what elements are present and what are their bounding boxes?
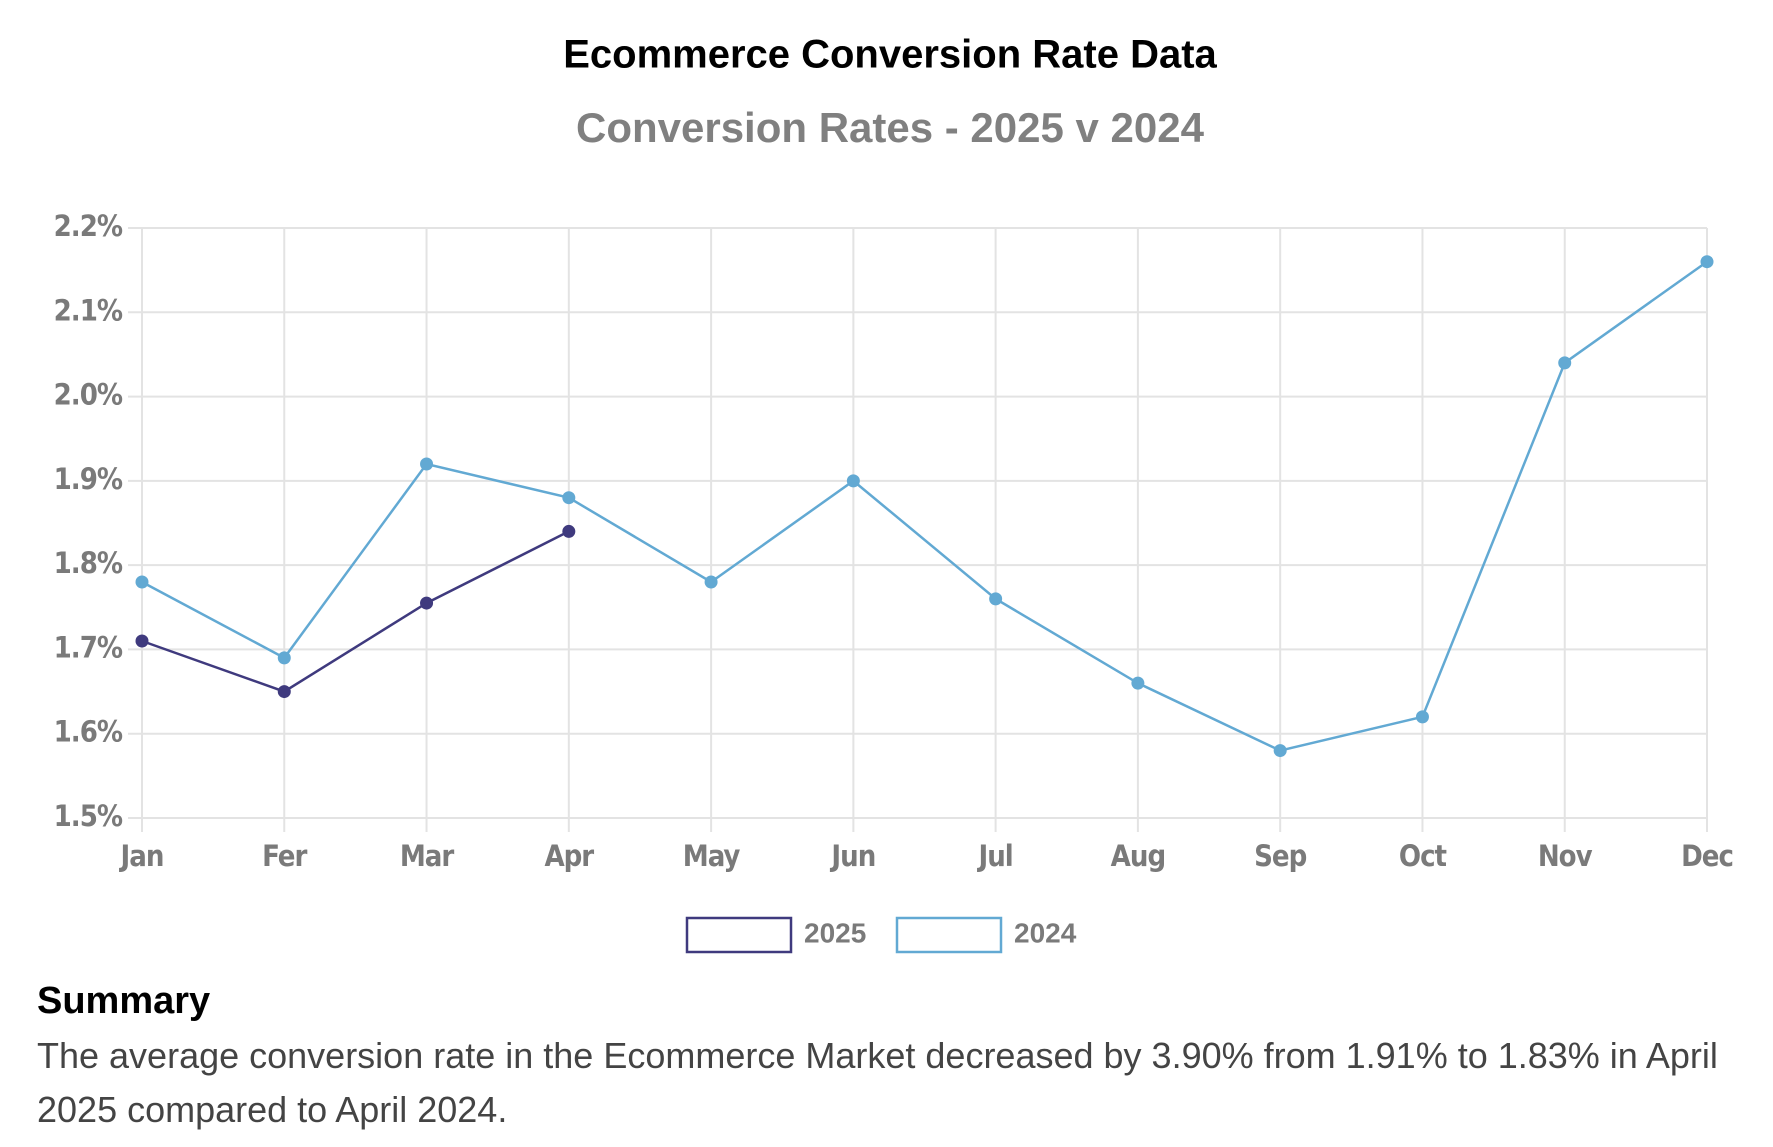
data-point <box>1131 676 1145 690</box>
data-point <box>135 575 149 589</box>
x-tick-label: Nov <box>1538 839 1593 873</box>
legend-swatch <box>685 916 793 954</box>
series-line <box>141 530 570 693</box>
data-point <box>1558 356 1572 370</box>
y-tick-label: 2.2% <box>54 209 123 243</box>
y-tick-label: 1.9% <box>54 462 123 496</box>
data-point <box>1415 710 1429 724</box>
data-point <box>420 596 434 610</box>
legend-swatch <box>895 916 1003 954</box>
chart: Ecommerce Conversion Rate Data Conversio… <box>54 33 1734 954</box>
data-point <box>277 651 291 665</box>
x-tick-label: Jul <box>977 839 1013 873</box>
y-tick-label: 1.6% <box>54 715 123 749</box>
legend-label: 2024 <box>1014 917 1077 948</box>
x-tick-label: Fer <box>262 839 307 873</box>
data-point <box>846 474 860 488</box>
y-tick-label: 2.1% <box>54 293 123 327</box>
x-tick-label: Jun <box>829 839 875 873</box>
x-tick-label: Aug <box>1111 839 1165 873</box>
x-tick-label: Apr <box>544 839 594 873</box>
data-point <box>989 592 1003 606</box>
y-tick-label: 2.0% <box>54 378 123 412</box>
data-point <box>562 491 576 505</box>
x-tick-label: Mar <box>400 839 455 873</box>
y-tick-label: 1.8% <box>54 546 123 580</box>
chart-title: Ecommerce Conversion Rate Data <box>563 33 1217 77</box>
x-tick-label: Sep <box>1254 839 1306 873</box>
data-point <box>1700 255 1714 269</box>
x-tick-label: Jan <box>119 839 164 873</box>
data-point <box>562 524 576 538</box>
data-point <box>420 457 434 471</box>
summary-heading: Summary <box>37 980 211 1022</box>
x-tick-label: Dec <box>1681 839 1733 873</box>
data-point <box>1273 744 1287 758</box>
summary: Summary The average conversion rate in t… <box>37 980 1737 1137</box>
x-tick-label: Oct <box>1399 839 1447 873</box>
series-line <box>141 260 1708 752</box>
x-tick-label: May <box>683 839 741 873</box>
data-point <box>704 575 718 589</box>
y-tick-label: 1.5% <box>54 799 123 833</box>
summary-text: The average conversion rate in the Ecomm… <box>37 1035 1718 1130</box>
legend-label: 2025 <box>804 917 866 948</box>
y-tick-label: 1.7% <box>54 630 123 664</box>
data-point <box>135 634 149 648</box>
data-point <box>277 685 291 699</box>
chart-subtitle: Conversion Rates - 2025 v 2024 <box>576 104 1205 151</box>
